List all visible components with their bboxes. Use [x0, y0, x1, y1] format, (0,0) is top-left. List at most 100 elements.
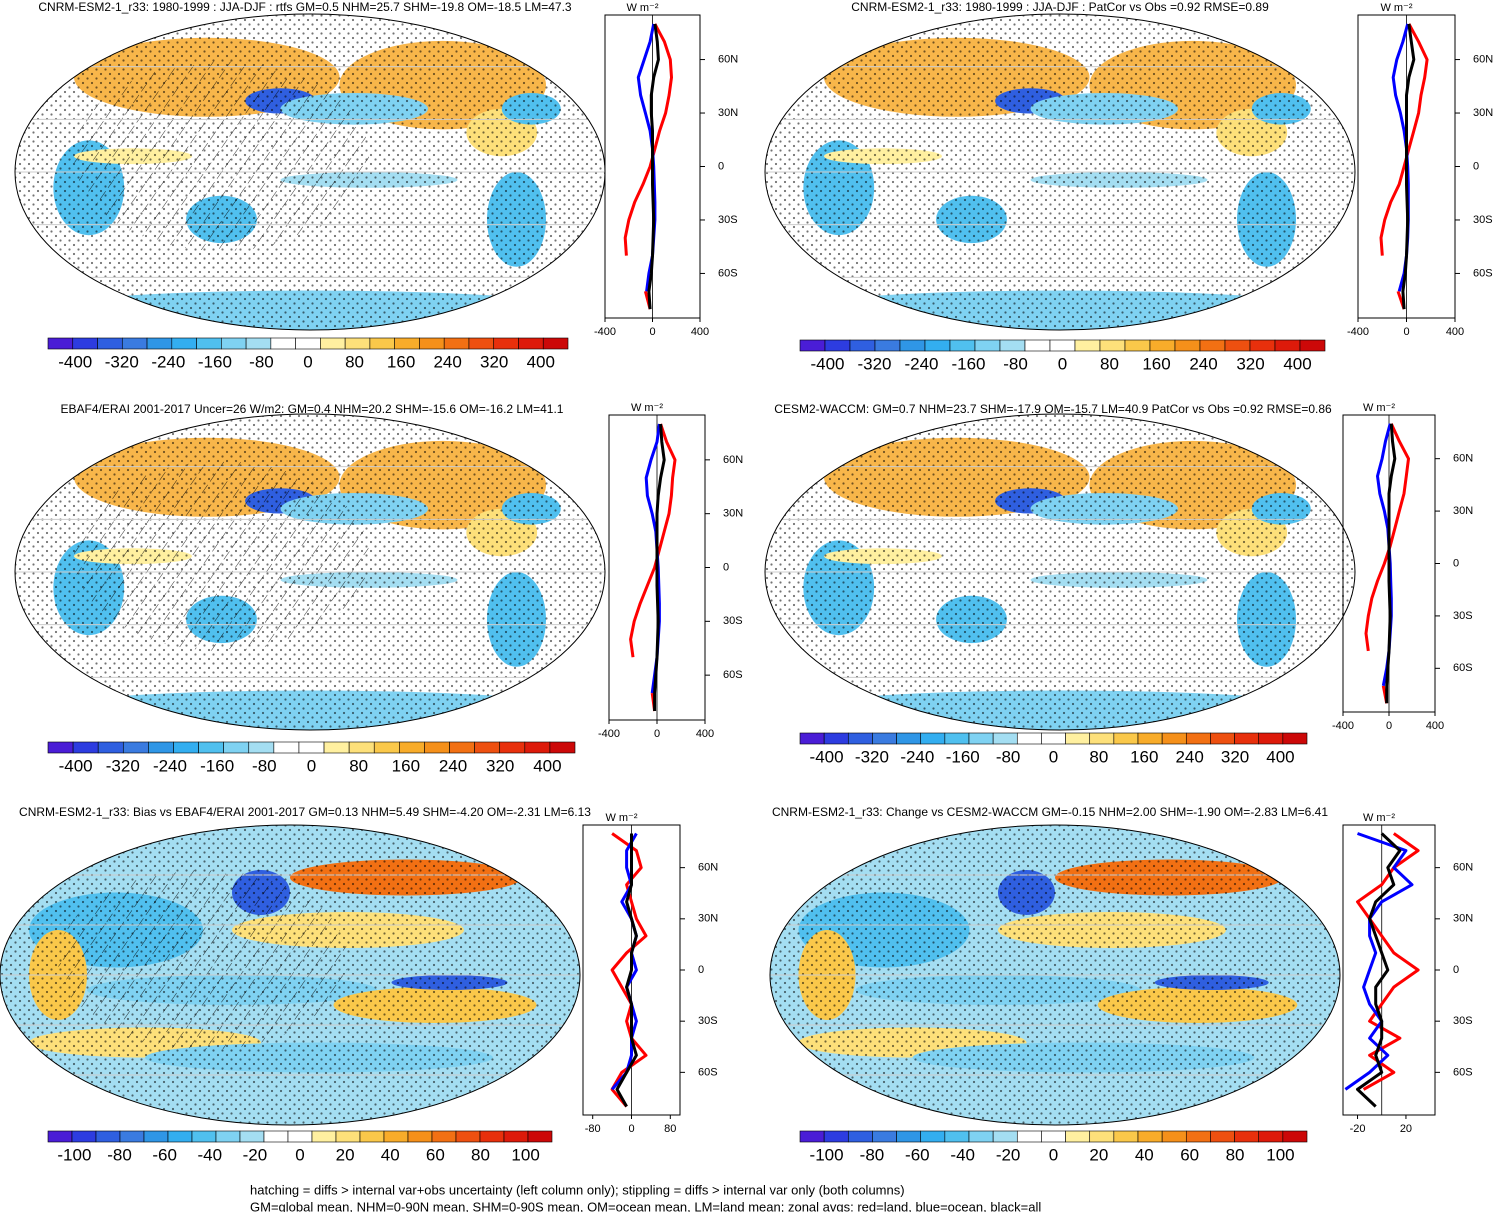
- colorbar-box: [121, 337, 148, 350]
- colorbar-box: [503, 1130, 529, 1143]
- colorbar-box: [872, 732, 897, 745]
- colorbar-box: [394, 337, 420, 350]
- colorbar-box: [899, 339, 926, 352]
- colorbar-box: [799, 339, 826, 352]
- colorbar-box: [944, 732, 970, 745]
- colorbar-label: 320: [486, 756, 514, 775]
- colorbar-box: [549, 741, 576, 754]
- colorbar-box: [823, 1130, 849, 1143]
- zonal-line: [615, 833, 638, 1108]
- panel-title: CESM2-WACCM: GM=0.7 NHM=23.7 SHM=-17.9 O…: [774, 402, 1332, 416]
- colorbar-box: [1049, 339, 1076, 352]
- colorbar-label: 80: [1226, 1145, 1245, 1164]
- y-tick-label: 60S: [698, 1066, 718, 1078]
- colorbar-label: -400: [59, 756, 93, 775]
- x-tick-label: 400: [696, 728, 714, 740]
- x-tick-label: -400: [598, 728, 620, 740]
- x-tick-label: -20: [1350, 1123, 1366, 1135]
- map: [0, 825, 580, 1125]
- zonal-line: [623, 23, 673, 310]
- x-tick-label: 20: [1400, 1123, 1412, 1135]
- zonal-unit: W m⁻²: [1363, 402, 1395, 414]
- colorbar-box: [47, 741, 74, 754]
- hatching: [74, 461, 369, 651]
- x-tick-label: -400: [594, 326, 616, 338]
- colorbar-box: [449, 741, 475, 754]
- x-tick-label: 400: [1426, 720, 1444, 732]
- colorbar-box: [1282, 732, 1308, 745]
- colorbar-label: 20: [336, 1145, 355, 1164]
- colorbar-box: [171, 337, 197, 350]
- y-tick-label: 60N: [1473, 53, 1493, 65]
- colorbar-label: 0: [1049, 747, 1058, 766]
- colorbar-box: [1113, 1130, 1139, 1143]
- colorbar-box: [72, 741, 99, 754]
- colorbar-box: [191, 1130, 217, 1143]
- zonal-line: [653, 423, 666, 711]
- colorbar-label: 0: [295, 1145, 304, 1164]
- colorbar-box: [298, 741, 325, 754]
- colorbar-label: -320: [106, 756, 140, 775]
- map: [15, 14, 605, 330]
- colorbar-box: [95, 1130, 121, 1143]
- colorbar-label: -240: [153, 756, 187, 775]
- colorbar-box: [468, 337, 495, 350]
- colorbar-label: -100: [57, 1145, 91, 1164]
- colorbar-box: [1041, 1130, 1066, 1143]
- x-tick-label: 0: [628, 1123, 634, 1135]
- colorbar-label: 240: [1175, 747, 1203, 766]
- colorbar-box: [1161, 732, 1187, 745]
- colorbar-box: [1185, 1130, 1211, 1143]
- map: [765, 14, 1355, 330]
- colorbar-box: [143, 1130, 169, 1143]
- colorbar-label: 240: [1189, 354, 1217, 373]
- colorbar-box: [122, 741, 149, 754]
- y-tick-label: 30S: [698, 1015, 718, 1027]
- map-border: [769, 824, 1341, 1126]
- colorbar-label: 80: [1089, 747, 1108, 766]
- colorbar-box: [799, 732, 825, 745]
- colorbar-box: [920, 732, 946, 745]
- colorbar-box: [1124, 339, 1151, 352]
- colorbar-box: [1089, 1130, 1115, 1143]
- y-tick-label: 30S: [723, 615, 743, 627]
- colorbar-label: 60: [426, 1145, 445, 1164]
- colorbar-box: [849, 339, 876, 352]
- colorbar-box: [1089, 732, 1115, 745]
- x-tick-label: 80: [664, 1123, 676, 1135]
- colorbar-box: [493, 337, 519, 350]
- colorbar-box: [167, 1130, 193, 1143]
- panel-title: CNRM-ESM2-1_r33: 1980-1999 : JJA-DJF : r…: [38, 0, 572, 14]
- colorbar-box: [273, 741, 300, 754]
- colorbar-box: [1161, 1130, 1187, 1143]
- hatching: [74, 61, 369, 251]
- colorbar-label: -400: [810, 747, 844, 766]
- colorbar-box: [455, 1130, 481, 1143]
- colorbar-label: -80: [860, 1145, 885, 1164]
- y-tick-label: 30S: [718, 214, 738, 226]
- colorbar-label: -40: [950, 1145, 975, 1164]
- panel-title: CNRM-ESM2-1_r33: Bias vs EBAF4/ERAI 2001…: [19, 805, 591, 819]
- colorbar-label: -40: [197, 1145, 222, 1164]
- zonal-line: [1385, 423, 1397, 704]
- colorbar-box: [335, 1130, 361, 1143]
- colorbar-box: [373, 741, 400, 754]
- y-tick-label: 30N: [1473, 107, 1493, 119]
- colorbar-box: [1299, 339, 1326, 352]
- x-tick-label: 400: [1446, 326, 1464, 338]
- colorbar-label: -80: [996, 747, 1021, 766]
- colorbar-label: -240: [900, 747, 934, 766]
- colorbar-box: [359, 1130, 385, 1143]
- colorbar-box: [223, 741, 250, 754]
- colorbar-box: [896, 732, 922, 745]
- colorbar-label: 0: [1058, 354, 1067, 373]
- y-tick-label: 0: [1473, 160, 1479, 172]
- colorbar-box: [1149, 339, 1176, 352]
- colorbar-label: 80: [345, 352, 364, 371]
- colorbar-box: [97, 337, 123, 350]
- colorbar-box: [1234, 1130, 1260, 1143]
- colorbar-box: [119, 1130, 145, 1143]
- colorbar-label: 160: [387, 352, 415, 371]
- colorbar-box: [245, 337, 272, 350]
- map: [770, 825, 1340, 1125]
